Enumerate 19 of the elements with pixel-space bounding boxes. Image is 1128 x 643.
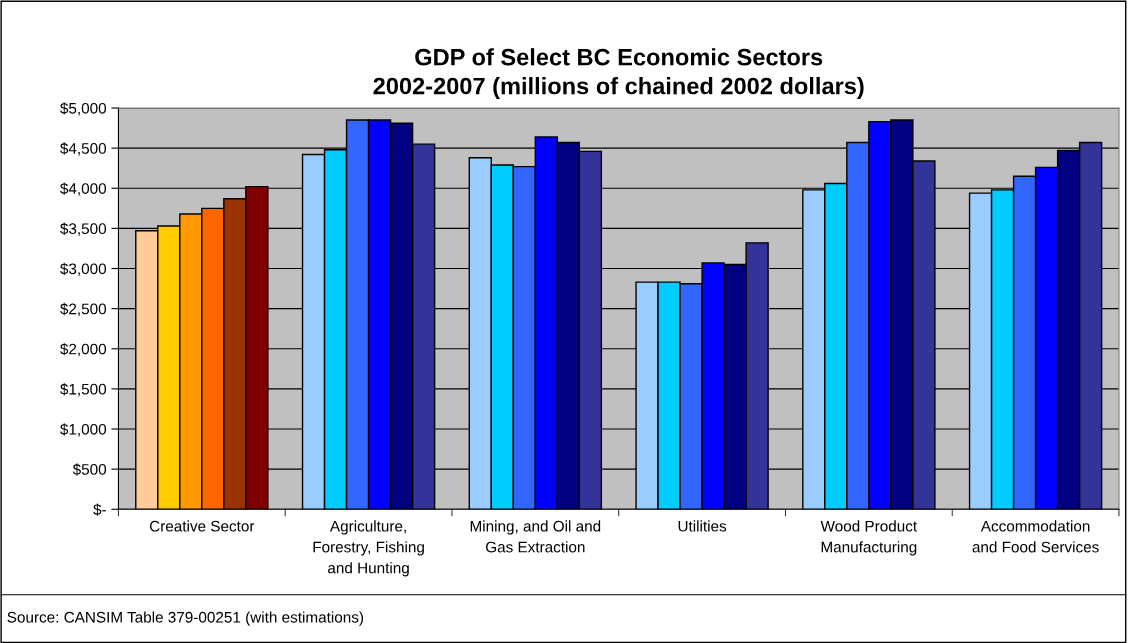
y-tick-label: $4,500 <box>60 142 107 156</box>
y-tick-label: $5,000 <box>60 102 107 116</box>
y-tick-label: $1,000 <box>60 423 107 437</box>
y-tick-label: $3,000 <box>60 262 107 277</box>
x-tick-label: Utilities <box>678 520 727 532</box>
y-tick-label: $- <box>93 503 106 516</box>
chart-title: GDP of Select BC Economic Sectors 2002-2007 (millions of chained 2002 dollars) <box>373 48 864 100</box>
y-tick-label: $2,000 <box>60 342 107 357</box>
x-tick-label: Accommodation and Food Services <box>972 520 1099 553</box>
y-tick-label: $1,500 <box>60 383 107 397</box>
x-tick-label: Agriculture, Forestry, Fishing and Hunting <box>313 520 424 577</box>
y-tick-label: $500 <box>72 463 107 476</box>
x-tick-label: Creative Sector <box>149 520 255 532</box>
x-tick-label: Wood Product Manufacturing <box>820 520 917 556</box>
y-tick-label: $2,500 <box>60 302 107 317</box>
source-note: Source: CANSIM Table 379-00251 (with estimations) <box>7 611 364 626</box>
y-tick-label: $3,500 <box>60 222 107 236</box>
x-tick-label: Mining, and Oil and Gas Extraction <box>470 520 601 553</box>
y-tick-label: $4,000 <box>60 182 107 196</box>
